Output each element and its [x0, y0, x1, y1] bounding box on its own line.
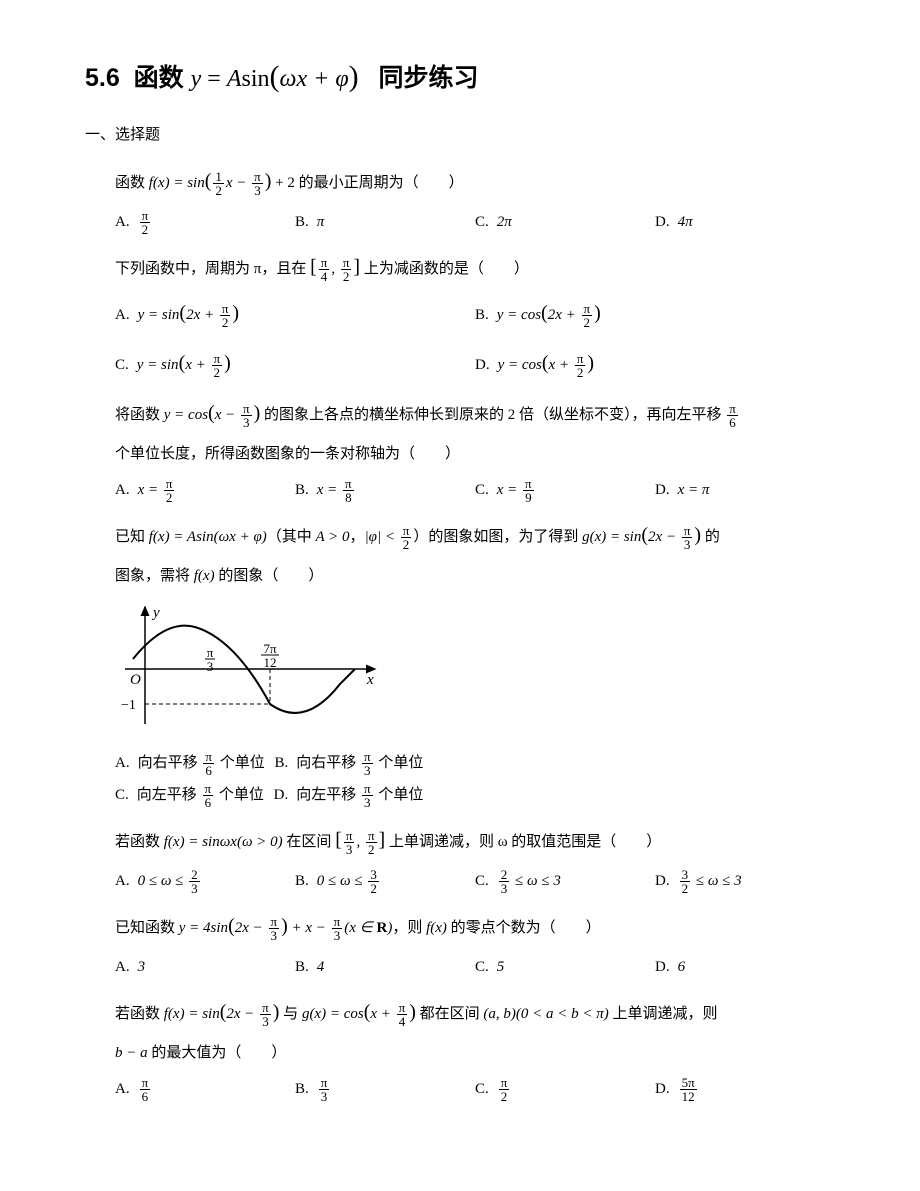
opt-1c: C.2π	[475, 207, 655, 237]
section-heading: 一、选择题	[85, 122, 835, 149]
svg-text:7π: 7π	[263, 641, 277, 656]
question-7: 若函数 f(x) = sin(2x − π3) 与 g(x) = cos(x +…	[115, 992, 835, 1104]
svg-text:12: 12	[264, 655, 277, 670]
question-1: 函数 f(x) = sin(12x − π3) + 2 的最小正周期为（ ） A…	[115, 161, 835, 237]
question-5: 若函数 f(x) = sinωx(ω > 0) 在区间 [π3, π2] 上单调…	[115, 820, 835, 896]
question-4: 已知 f(x) = Asin(ωx + φ)（其中 A > 0，|φ| < π2…	[115, 515, 835, 810]
sine-graph: y x O −1 π 3 7π 12	[115, 599, 835, 740]
question-2: 下列函数中，周期为 π，且在 [π4, π2] 上为减函数的是（ ） A.y =…	[115, 247, 835, 383]
question-6: 已知函数 y = 4sin(2x − π3) + x − π3(x ∈ R)，则…	[115, 906, 835, 982]
question-3: 将函数 y = cos(x − π3) 的图象上各点的横坐标伸长到原来的 2 倍…	[115, 393, 835, 505]
svg-text:x: x	[366, 672, 374, 688]
svg-text:π: π	[207, 645, 214, 660]
opt-1d: D.4π	[655, 207, 835, 237]
svg-text:y: y	[151, 605, 160, 621]
svg-text:O: O	[130, 672, 141, 688]
svg-text:3: 3	[207, 659, 214, 674]
svg-text:−1: −1	[121, 698, 136, 713]
opt-1a: A.π2	[115, 207, 295, 237]
opt-1b: B.π	[295, 207, 475, 237]
page-title: 5.6 函数 y = Asin(ωx + φ) 同步练习	[85, 50, 835, 104]
